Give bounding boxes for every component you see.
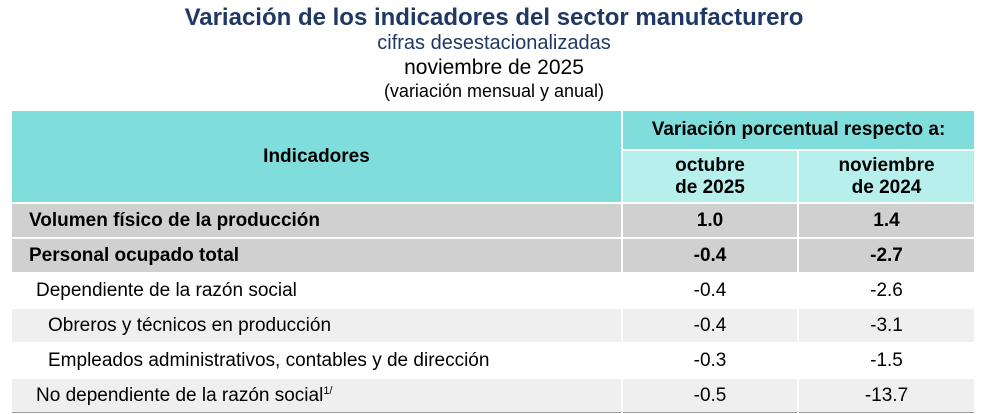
row-value-monthly: -0.3 <box>621 342 798 378</box>
footnote-marker: 1/ <box>323 384 333 397</box>
row-value-monthly: -0.4 <box>621 272 798 308</box>
row-value-annual: -1.5 <box>796 342 975 378</box>
row-label: Dependiente de la razón social <box>12 272 622 308</box>
row-label: Personal ocupado total <box>12 237 622 273</box>
row-label-cell: No dependiente de la razón social1/ <box>12 377 622 413</box>
row-label: Volumen físico de la producción <box>12 202 622 238</box>
column-header-oct-2025: octubre de 2025 <box>621 150 798 203</box>
row-value-annual: 1.4 <box>796 202 975 238</box>
header-row-bottom: octubre de 2025 noviembre de 2024 <box>12 150 975 203</box>
table-row: No dependiente de la razón social1/ -0.5… <box>12 377 975 413</box>
row-value-annual: -13.7 <box>796 377 975 413</box>
row-label: Empleados administrativos, contables y d… <box>12 342 622 378</box>
row-value-monthly: -0.4 <box>621 307 798 343</box>
indicators-table: Indicadores Variación porcentual respect… <box>12 111 975 413</box>
header-row-top: Indicadores Variación porcentual respect… <box>12 111 975 203</box>
column-header-nov-line2: de 2024 <box>851 176 922 198</box>
page-title: Variación de los indicadores del sector … <box>184 4 804 31</box>
variation-note: (variación mensual y anual) <box>383 81 605 101</box>
column-header-nov-2024: noviembre de 2024 <box>796 150 975 203</box>
column-header-oct-line2: de 2025 <box>675 176 745 198</box>
row-value-monthly: -0.5 <box>621 377 798 413</box>
row-label: Obreros y técnicos en producción <box>12 307 622 343</box>
table-row: Dependiente de la razón social -0.4 -2.6 <box>12 272 975 308</box>
indicators-header: Indicadores <box>12 111 622 203</box>
row-value-annual: -2.7 <box>796 237 975 273</box>
column-header-nov-line1: noviembre <box>838 154 935 176</box>
row-value-monthly: -0.4 <box>621 237 798 273</box>
row-value-annual: -3.1 <box>796 307 975 343</box>
row-label: No dependiente de la razón social <box>36 384 324 406</box>
period-label: noviembre de 2025 <box>404 56 584 79</box>
table-row: Empleados administrativos, contables y d… <box>12 342 975 378</box>
title-block: Variación de los indicadores del sector … <box>0 4 988 102</box>
table-row: Obreros y técnicos en producción -0.4 -3… <box>12 307 975 343</box>
row-value-annual: -2.6 <box>796 272 975 308</box>
variation-group-header: Variación porcentual respecto a: <box>620 111 975 151</box>
table-row: Personal ocupado total -0.4 -2.7 <box>12 237 975 273</box>
page-subtitle: cifras desestacionalizadas <box>377 32 611 54</box>
table-row: Volumen físico de la producción 1.0 1.4 <box>12 202 975 238</box>
column-header-oct-line1: octubre <box>675 154 745 176</box>
row-value-monthly: 1.0 <box>621 202 798 238</box>
